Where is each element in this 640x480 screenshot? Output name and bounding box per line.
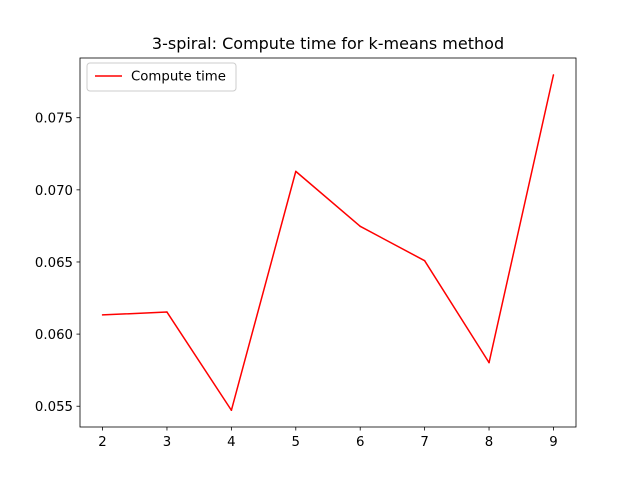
y-tick-label: 0.055 [35,400,73,415]
plot-area: 2 3 4 5 6 7 8 9 0.055 0.060 0.065 0.070 0.075 [35,57,577,450]
y-axis: 0.055 0.060 0.065 0.070 0.075 [35,112,80,415]
y-tick-label: 0.060 [35,328,73,343]
x-tick-label: 9 [549,435,557,450]
data-point [295,170,297,173]
axes-frame [79,57,577,428]
series-layer [101,74,555,412]
data-point [359,225,361,228]
data-point [101,314,104,316]
y-tick-label: 0.065 [35,256,73,271]
y-tick-label: 0.075 [35,112,73,127]
data-point [166,311,168,313]
x-tick-label: 8 [485,435,493,450]
legend-label-compute-time: Compute time [131,70,226,85]
x-tick-label: 4 [227,435,235,450]
x-tick-label: 5 [292,435,300,450]
data-point [552,74,555,76]
legend: Compute time [86,62,237,92]
chart-title: 3-spiral: Compute time for k-means metho… [152,34,504,53]
legend-box [86,62,237,92]
data-point [488,361,490,364]
x-tick-label: 3 [163,435,171,450]
x-tick-label: 7 [420,435,428,450]
x-tick-label: 6 [356,435,364,450]
data-point [230,409,233,412]
y-tick-label: 0.070 [35,184,73,199]
x-tick-label: 2 [98,435,106,450]
series-line-compute-time [102,74,555,412]
data-point [423,259,426,262]
x-axis: 2 3 4 5 6 7 8 9 [98,427,558,450]
